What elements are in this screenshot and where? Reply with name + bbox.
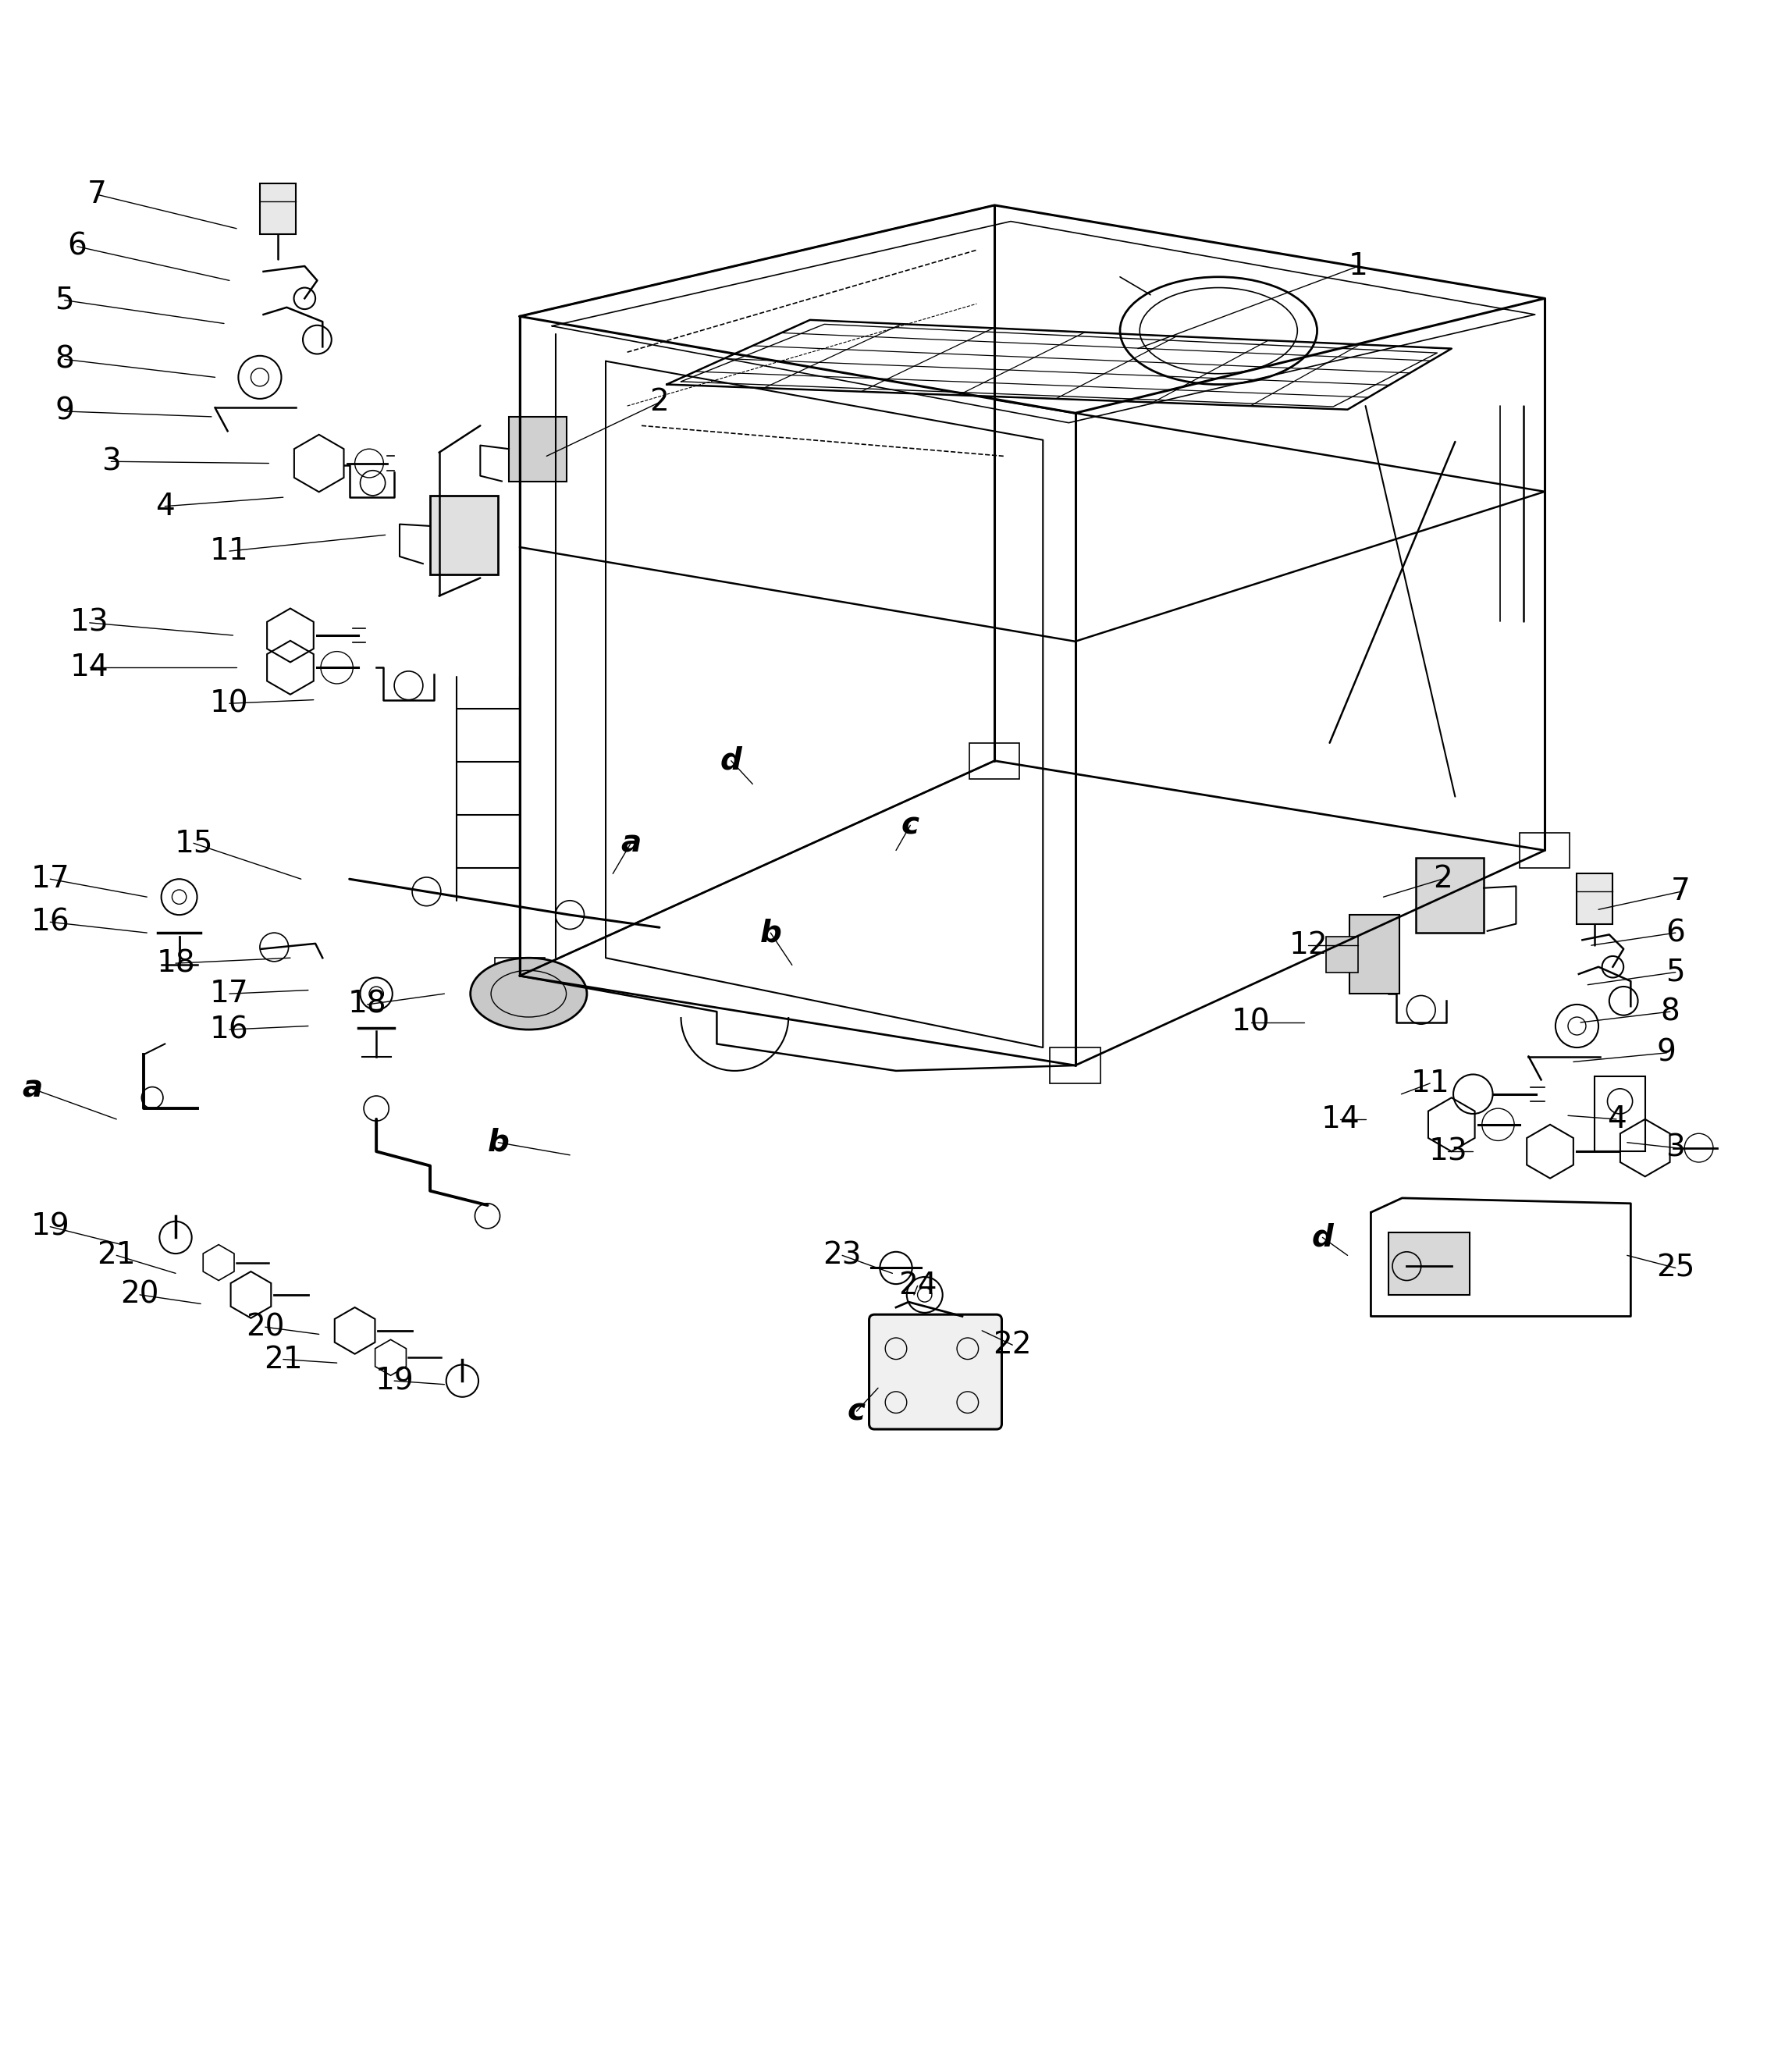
Text: 6: 6 (1667, 917, 1684, 948)
Text: 5: 5 (56, 285, 73, 316)
Text: 4: 4 (1607, 1104, 1625, 1135)
Ellipse shape (470, 958, 586, 1030)
Text: 14: 14 (70, 653, 109, 683)
Text: c: c (848, 1397, 866, 1426)
Bar (430, 495, 498, 575)
Text: 20: 20 (246, 1311, 285, 1342)
Text: 7: 7 (88, 181, 106, 209)
Text: 9: 9 (1658, 1038, 1676, 1067)
Text: 24: 24 (898, 1270, 937, 1301)
Text: 2: 2 (1434, 864, 1452, 895)
Text: 19: 19 (30, 1213, 70, 1241)
Text: 15: 15 (174, 829, 213, 858)
Text: 8: 8 (1661, 997, 1679, 1026)
Text: 21: 21 (263, 1344, 303, 1375)
Text: 7: 7 (1672, 876, 1690, 907)
Text: 10: 10 (210, 689, 249, 718)
Text: 12: 12 (1288, 930, 1328, 960)
Text: 18: 18 (156, 948, 195, 979)
Text: a: a (22, 1073, 43, 1104)
Text: 19: 19 (375, 1367, 414, 1395)
Text: 22: 22 (993, 1330, 1032, 1360)
Text: 3: 3 (1667, 1133, 1684, 1163)
Text: 2: 2 (650, 388, 668, 417)
Text: 20: 20 (120, 1280, 159, 1309)
Text: 25: 25 (1656, 1254, 1695, 1282)
Text: 18: 18 (348, 989, 387, 1020)
FancyBboxPatch shape (869, 1315, 1002, 1430)
Text: b: b (760, 917, 781, 948)
Text: 5: 5 (1667, 958, 1684, 987)
Text: 11: 11 (1410, 1069, 1450, 1098)
Bar (1416, 858, 1484, 934)
Text: 11: 11 (210, 536, 249, 566)
Text: 4: 4 (156, 492, 174, 521)
Text: d: d (720, 747, 742, 776)
Circle shape (412, 878, 441, 905)
Bar (1595, 1075, 1645, 1151)
Bar (260, 185, 296, 234)
Text: c: c (901, 811, 919, 839)
Circle shape (556, 901, 584, 930)
Text: 1: 1 (1349, 250, 1367, 281)
Bar (1349, 915, 1400, 993)
Bar (1326, 936, 1358, 973)
Text: 17: 17 (210, 979, 249, 1010)
Text: 13: 13 (1428, 1137, 1468, 1166)
Text: d: d (1312, 1223, 1333, 1252)
Text: 10: 10 (1231, 1008, 1271, 1036)
Text: 17: 17 (30, 864, 70, 895)
Bar (1520, 833, 1570, 868)
Text: 23: 23 (823, 1241, 862, 1270)
Text: a: a (620, 829, 642, 858)
Text: 21: 21 (97, 1241, 136, 1270)
Bar (969, 743, 1020, 778)
Bar (1577, 874, 1613, 923)
Bar (1389, 1231, 1469, 1295)
Bar (509, 417, 566, 482)
Text: 3: 3 (102, 447, 120, 476)
Text: 16: 16 (210, 1016, 249, 1044)
Text: 13: 13 (70, 607, 109, 638)
Text: b: b (487, 1129, 509, 1157)
Bar (1050, 1047, 1100, 1083)
Bar (495, 958, 545, 993)
Text: 6: 6 (68, 232, 86, 261)
Text: 9: 9 (56, 396, 73, 427)
Text: 16: 16 (30, 907, 70, 938)
Text: 14: 14 (1321, 1104, 1360, 1135)
Text: 8: 8 (56, 345, 73, 373)
